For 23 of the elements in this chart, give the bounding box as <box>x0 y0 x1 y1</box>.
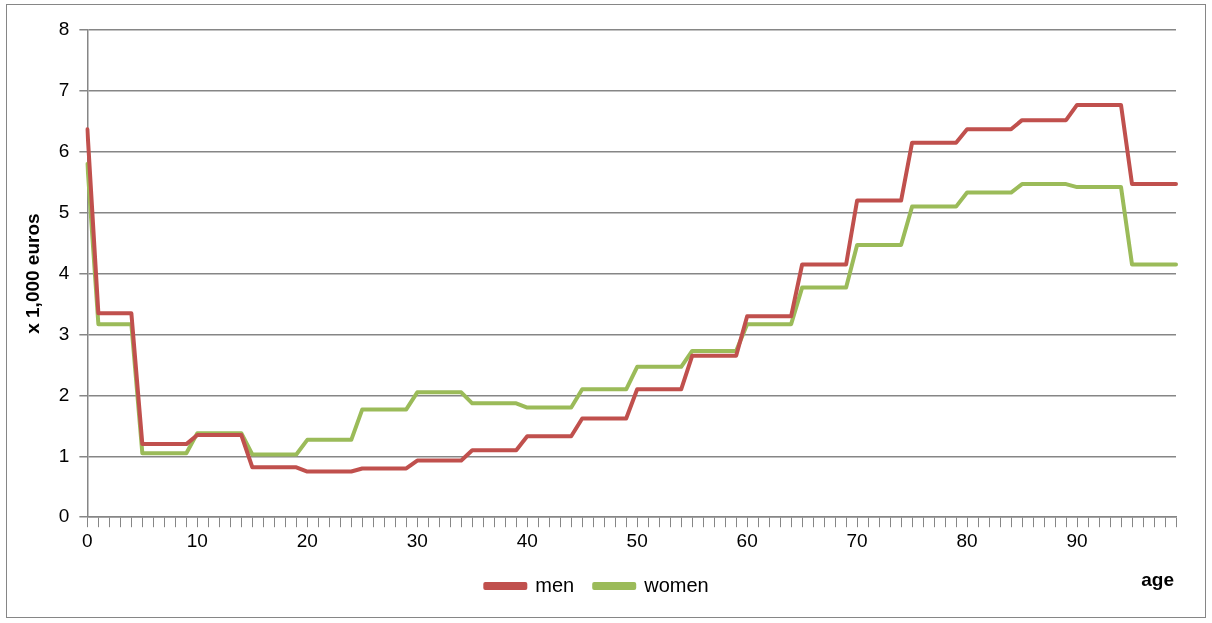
y-axis-title: x 1,000 euros <box>21 213 43 334</box>
y-tick-label: 8 <box>58 18 70 40</box>
x-tick-label: 0 <box>82 529 93 551</box>
y-tick-label: 0 <box>58 505 70 527</box>
y-tick-label: 6 <box>58 140 70 162</box>
legend-label: men <box>535 573 575 596</box>
x-tick-label: 10 <box>186 529 208 551</box>
y-tick-label: 1 <box>58 444 70 466</box>
x-tick-label: 60 <box>736 529 758 551</box>
y-tick-label: 7 <box>58 79 70 101</box>
x-tick-label: 70 <box>846 529 868 551</box>
y-tick-label: 5 <box>58 200 70 222</box>
x-tick-label: 50 <box>626 529 648 551</box>
legend-label: women <box>643 573 709 596</box>
y-tick-label: 3 <box>58 322 70 344</box>
x-tick-label: 80 <box>956 529 978 551</box>
x-tick-label: 20 <box>296 529 318 551</box>
x-tick-label: 90 <box>1066 529 1088 551</box>
x-tick-label: 30 <box>406 529 428 551</box>
x-tick-label: 40 <box>516 529 538 551</box>
x-axis-title: age <box>1141 569 1174 591</box>
y-tick-label: 4 <box>58 261 70 283</box>
y-tick-label: 2 <box>58 383 70 405</box>
